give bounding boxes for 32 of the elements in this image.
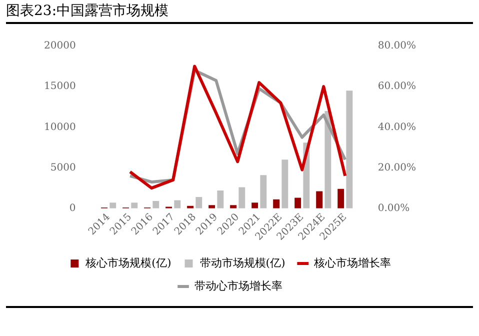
bar: [174, 200, 181, 208]
y-tick-label: 5000: [50, 162, 76, 174]
bar: [131, 202, 138, 208]
bar: [260, 175, 267, 208]
bar: [346, 90, 353, 208]
y2-tick-label: 0.00%: [378, 202, 410, 214]
chart-title: 图表23:中国露营市场规模: [6, 2, 169, 20]
legend-label: 带动市场规模(亿): [200, 256, 286, 270]
legend-label: 核心市场规模(亿): [84, 256, 172, 270]
bar: [217, 190, 224, 208]
bar: [273, 199, 280, 208]
y-tick-label: 15000: [44, 81, 76, 92]
bar: [338, 188, 344, 208]
bar: [196, 196, 202, 208]
legend-label: 带动心市场增长率: [194, 279, 282, 292]
y2-tick-label: 20.00%: [378, 162, 416, 174]
bar: [282, 160, 288, 208]
y2-tick-label: 80.00%: [378, 40, 416, 52]
bar: [316, 191, 323, 208]
y-tick-label: 10000: [44, 122, 76, 133]
bar: [208, 205, 216, 208]
bar: [110, 202, 116, 208]
y2-tick-label: 40.00%: [378, 122, 416, 133]
y-tick-label: 0: [69, 202, 76, 214]
bar: [238, 187, 246, 208]
bar: [252, 202, 258, 208]
bar: [230, 205, 237, 208]
bar: [152, 201, 160, 208]
bar: [294, 198, 302, 208]
y-tick-label: 20000: [44, 40, 76, 52]
legend-label: 核心市场增长率: [312, 256, 391, 270]
y2-tick-label: 60.00%: [378, 81, 416, 92]
